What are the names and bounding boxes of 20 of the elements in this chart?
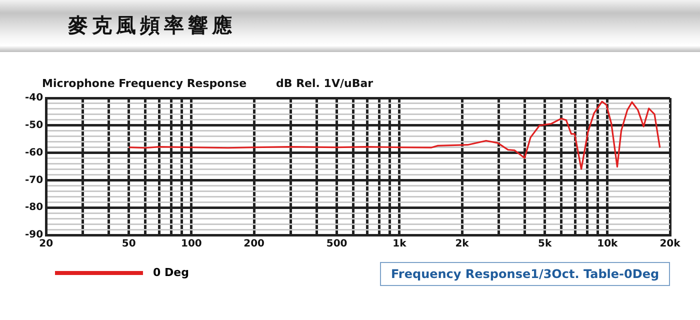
x-tick-label: 50	[122, 238, 136, 250]
y-tick-label: -80	[24, 202, 44, 214]
x-tick-label: 20k	[660, 238, 681, 250]
x-tick-label: 10k	[597, 238, 618, 250]
chart-subtitle: Microphone Frequency Response	[42, 77, 247, 90]
x-tick-label: 20	[39, 238, 54, 250]
text: Frequency Response1/3Oct. Table-0Deg	[380, 262, 670, 286]
y-axis-title: dB Rel. 1V/uBar	[276, 77, 374, 90]
chart-title: 麥克風頻率響應	[68, 12, 236, 39]
x-tick-label: 2k	[455, 238, 470, 250]
x-tick-label: 500	[326, 238, 348, 250]
y-tick-label: -50	[24, 120, 44, 131]
y-tick-label: -60	[24, 147, 44, 158]
x-tick-label: 5k	[538, 238, 552, 250]
x-tick-label: 200	[244, 238, 265, 250]
text: 0 Deg	[153, 266, 189, 279]
x-tick-label: 1k	[392, 238, 407, 250]
x-tick-label: 100	[181, 238, 202, 250]
y-tick-label: -40	[24, 92, 44, 104]
y-tick-label: -70	[24, 174, 44, 186]
